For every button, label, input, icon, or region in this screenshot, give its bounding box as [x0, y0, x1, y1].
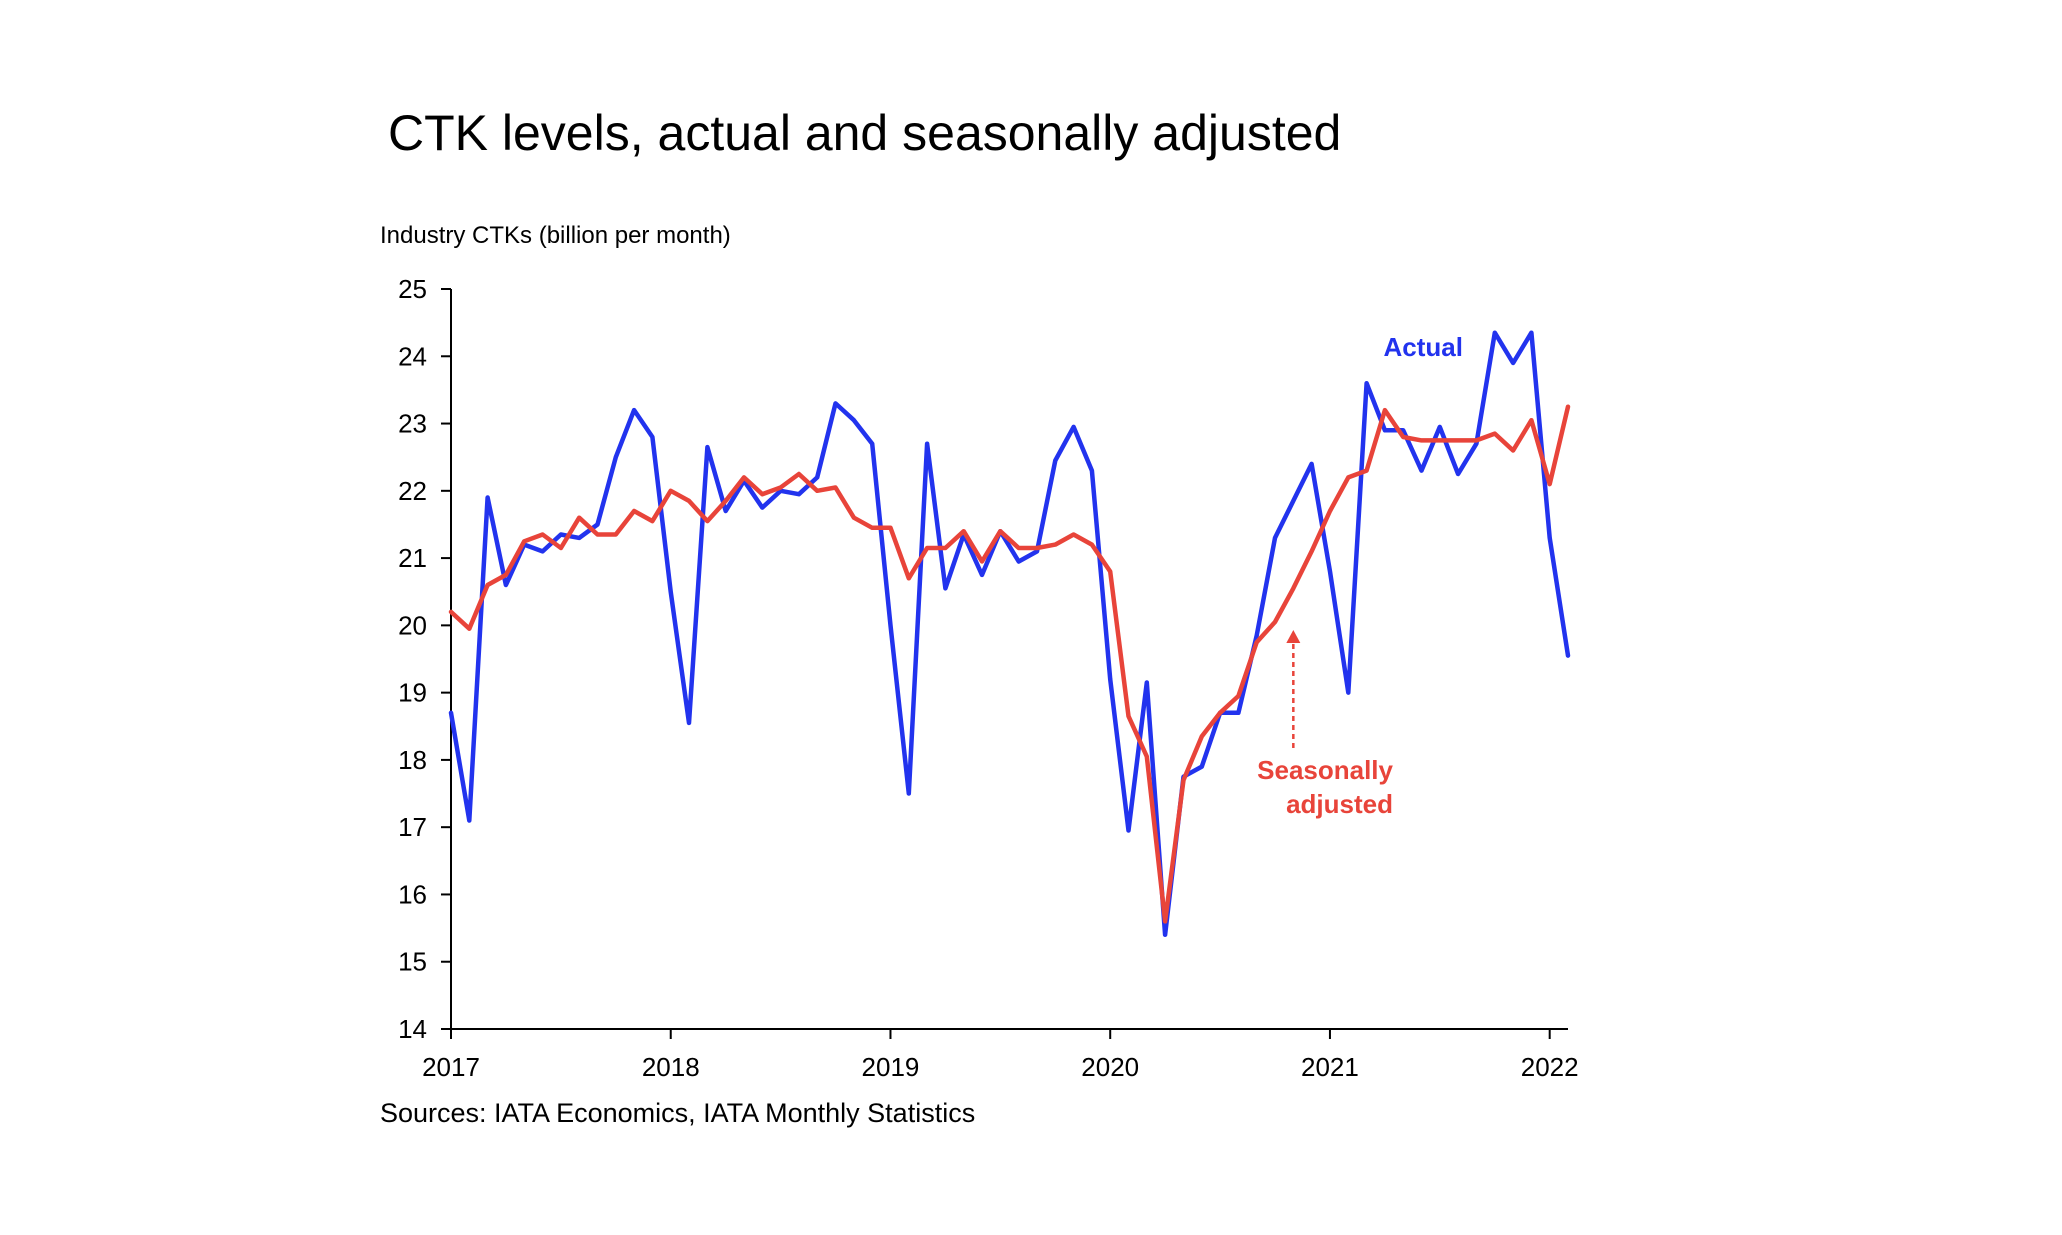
x-tick-label: 2021: [1301, 1052, 1359, 1082]
y-tick-label: 19: [398, 678, 427, 708]
y-tick-label: 16: [398, 879, 427, 909]
x-tick-label: 2018: [642, 1052, 700, 1082]
source-note: Sources: IATA Economics, IATA Monthly St…: [380, 1098, 976, 1128]
y-tick-label: 15: [398, 947, 427, 977]
y-tick-label: 24: [398, 341, 427, 371]
x-tick-label: 2022: [1521, 1052, 1579, 1082]
annotation-arrow-head: [1286, 630, 1301, 643]
series-label-actual: Actual: [1384, 332, 1463, 362]
x-tick-label: 2019: [862, 1052, 920, 1082]
y-tick-label: 23: [398, 409, 427, 439]
y-tick-label: 17: [398, 812, 427, 842]
y-tick-label: 21: [398, 543, 427, 573]
y-tick-label: 25: [398, 274, 427, 304]
y-tick-label: 14: [398, 1014, 427, 1044]
series-layer: [448, 330, 1571, 938]
x-tick-label: 2017: [422, 1052, 480, 1082]
y-tick-label: 20: [398, 610, 427, 640]
series-label-seasonally-adjusted-line2: adjusted: [1286, 789, 1393, 819]
series-line-actual: [448, 330, 1571, 938]
chart-title: CTK levels, actual and seasonally adjust…: [388, 105, 1342, 161]
y-axis-title: Industry CTKs (billion per month): [380, 222, 731, 249]
y-tick-label: 18: [398, 745, 427, 775]
series-line-seasonally-adjusted: [448, 404, 1571, 924]
x-tick-label: 2020: [1081, 1052, 1139, 1082]
series-label-seasonally-adjusted: Seasonally: [1257, 755, 1393, 785]
annotation-layer: Actual Seasonally adjusted: [1257, 332, 1463, 819]
y-tick-label: 22: [398, 476, 427, 506]
